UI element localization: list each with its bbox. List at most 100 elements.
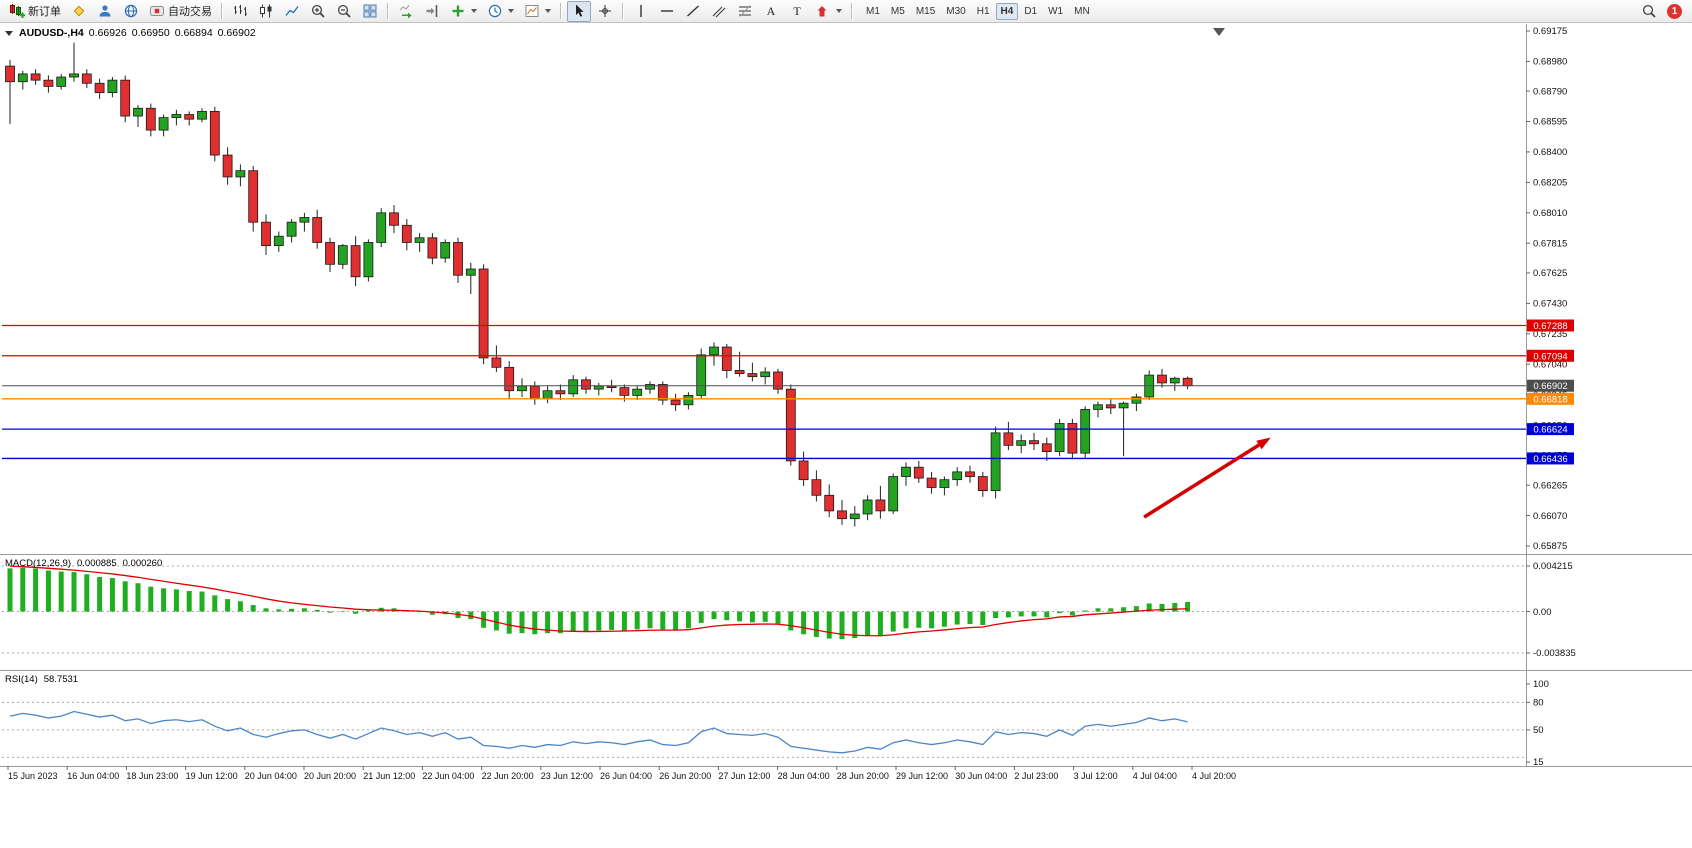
toolbar-right: 1 <box>1636 1 1688 22</box>
candle-down <box>824 484 835 518</box>
candle-down <box>875 485 886 519</box>
horizontal-line-button[interactable] <box>655 1 679 22</box>
time-axis-label: 2 Jul 23:00 <box>1014 771 1058 781</box>
profile-button[interactable] <box>93 1 117 22</box>
text-button[interactable]: A <box>759 1 783 22</box>
crosshair-button[interactable] <box>593 1 617 22</box>
indicators-button[interactable] <box>446 1 481 22</box>
candle-down <box>325 237 335 273</box>
candle-up <box>901 462 911 486</box>
text-label-button[interactable]: T <box>785 1 809 22</box>
timeframe-mn-button[interactable]: MN <box>1074 5 1090 17</box>
templates-button[interactable] <box>520 1 555 22</box>
candle-down <box>1067 418 1078 460</box>
candle-down <box>209 106 220 162</box>
time-axis-label: 20 Jun 04:00 <box>245 771 297 781</box>
macd-signal-value: 0.000260 <box>122 558 163 569</box>
candle-down <box>43 75 54 93</box>
svg-text:0.67288: 0.67288 <box>1533 321 1567 332</box>
symbol-dropdown-icon[interactable] <box>5 30 13 36</box>
trendline-icon <box>687 5 699 17</box>
search-button[interactable] <box>1637 1 1661 22</box>
time-axis-label: 20 Jun 20:00 <box>304 771 356 781</box>
macd-label: MACD(12,26,9) 0.000885 0.000260 <box>5 558 162 569</box>
chart-info-line: AUDUSD-,H4 0.66926 0.66950 0.66894 0.669… <box>5 27 256 39</box>
macd-axis-label: -0.003835 <box>1533 648 1576 659</box>
chart-low-value: 0.66894 <box>174 27 213 39</box>
timeframe-d1-button[interactable]: D1 <box>1024 5 1038 17</box>
toolbar-separator <box>560 3 562 19</box>
timeframe-m5-button[interactable]: M5 <box>890 5 905 17</box>
metaeditor-button[interactable] <box>67 1 91 22</box>
price-axis-label: 0.68595 <box>1533 117 1567 128</box>
candle-down <box>1041 437 1052 461</box>
candle-down <box>747 362 758 382</box>
price-axis-label: 0.65875 <box>1533 541 1567 552</box>
trendline-button[interactable] <box>681 1 705 22</box>
time-axis-label: 26 Jun 20:00 <box>659 771 711 781</box>
profile-icon <box>99 5 111 17</box>
periods-icon <box>488 4 502 18</box>
candle-down <box>657 381 668 405</box>
chart-shift-icon <box>426 5 438 17</box>
candlestick-chart-button[interactable] <box>254 1 278 22</box>
timeframe-w1-button[interactable]: W1 <box>1048 5 1064 17</box>
vertical-line-button[interactable] <box>629 1 653 22</box>
fibonacci-button[interactable] <box>733 1 757 22</box>
timeframe-m15-button[interactable]: M15 <box>915 5 936 17</box>
price-axis-label: 0.67430 <box>1533 299 1567 310</box>
candle-up <box>133 105 143 127</box>
auto-scroll-button[interactable] <box>394 1 418 22</box>
candle-down <box>81 69 92 88</box>
candle-up <box>337 244 348 269</box>
toolbar-separator <box>221 3 223 19</box>
candle-up <box>235 164 246 187</box>
rsi-axis-label: 15 <box>1533 757 1544 768</box>
candle-down <box>222 147 233 185</box>
macd-histogram <box>7 567 1191 640</box>
price-axis-label: 0.68980 <box>1533 57 1567 68</box>
candle-down <box>773 368 783 394</box>
tile-windows-button[interactable] <box>358 1 382 22</box>
candle-down <box>1182 376 1193 390</box>
line-chart-button[interactable] <box>280 1 304 22</box>
zoom-out-button[interactable] <box>332 1 356 22</box>
chart-open-value: 0.66926 <box>88 27 127 39</box>
rsi-line <box>9 710 1188 754</box>
arrows-button[interactable] <box>811 1 846 22</box>
svg-text:0.66902: 0.66902 <box>1533 381 1567 392</box>
zoom-in-button[interactable] <box>306 1 330 22</box>
candle-up <box>645 381 655 394</box>
new-order-button[interactable]: 新订单 <box>5 1 65 22</box>
candle-up <box>593 382 604 396</box>
candle-down <box>1157 368 1167 388</box>
auto-scroll-icon <box>399 5 412 19</box>
svg-text:0.66818: 0.66818 <box>1533 394 1567 405</box>
timeframe-m1-button[interactable]: M1 <box>866 5 880 17</box>
candle-up <box>696 348 707 399</box>
candle-up <box>1169 376 1180 391</box>
autotrading-button[interactable]: 自动交易 <box>145 1 216 22</box>
timeframe-m30-button[interactable]: M30 <box>946 5 966 17</box>
candle-up <box>69 42 79 82</box>
candle-up <box>107 77 118 98</box>
chart-shift-marker[interactable] <box>1213 28 1225 36</box>
timeframe-h1-button[interactable]: H1 <box>976 5 990 17</box>
bars-chart-button[interactable] <box>228 1 252 22</box>
chart-shift-button[interactable] <box>420 1 444 22</box>
periods-button[interactable] <box>483 1 518 22</box>
trend-arrow[interactable] <box>1143 437 1271 519</box>
candlestick-icon <box>260 4 272 18</box>
time-axis-label: 22 Jun 20:00 <box>482 771 534 781</box>
web-button[interactable] <box>119 1 143 22</box>
candle-down <box>1029 432 1039 451</box>
timeframe-h4-button[interactable]: H4 <box>995 2 1019 20</box>
candle-up <box>632 386 643 401</box>
channel-button[interactable] <box>707 1 731 22</box>
time-axis-label: 19 Jun 12:00 <box>186 771 238 781</box>
rsi-axis-label: 100 <box>1533 679 1549 690</box>
zoom-in-icon <box>311 4 325 18</box>
notification-badge[interactable]: 1 <box>1667 3 1682 19</box>
rsi-title: RSI(14) <box>5 674 38 685</box>
cursor-button[interactable] <box>567 0 591 22</box>
